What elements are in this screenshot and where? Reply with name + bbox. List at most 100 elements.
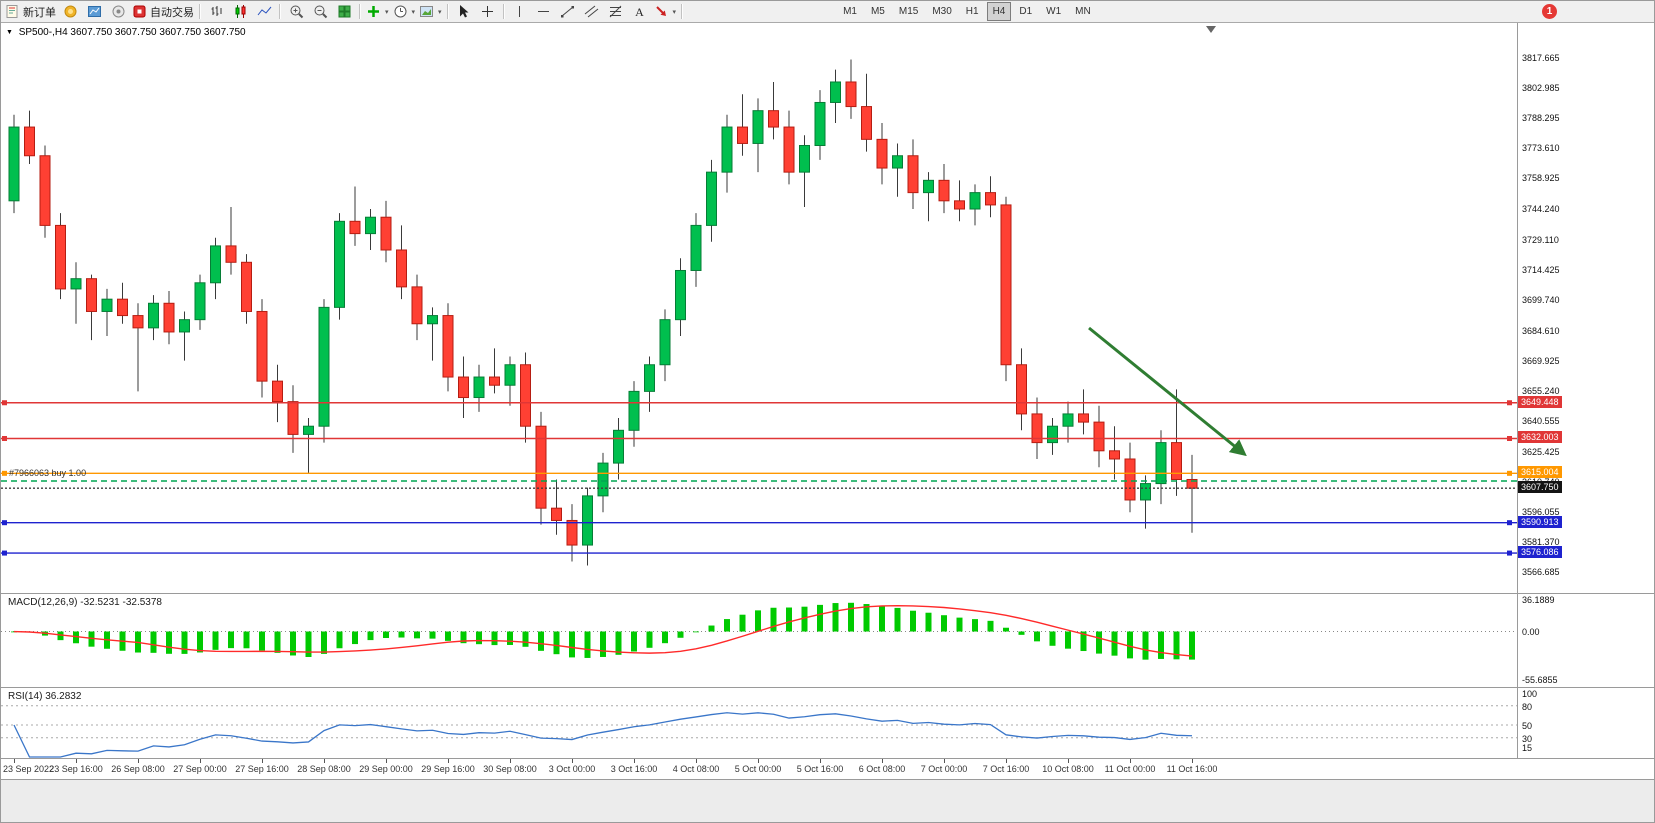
candlestick-icon [235,5,245,18]
date-axis-label[interactable]: 10 Oct 08:00 [1042,764,1094,774]
zoom-out-button[interactable] [308,2,332,22]
date-axis-tick [76,759,77,763]
date-axis-label[interactable]: 28 Sep 08:00 [297,764,351,774]
date-axis-label[interactable]: 23 Sep 16:00 [49,764,103,774]
timeframe-button-M1[interactable]: M1 [843,6,857,17]
panel-separator [1,758,1654,759]
price-axis-label: 3669.925 [1522,355,1560,366]
new-order-button[interactable]: 新订单 [3,2,58,22]
date-axis-label[interactable]: 30 Sep 08:00 [483,764,537,774]
zoom-in-button[interactable] [284,2,308,22]
macd-axis-label: -55.6855 [1522,675,1558,685]
crosshair-icon [482,6,494,17]
text-tool-button[interactable]: A [628,2,652,22]
line-chart-mode-button[interactable] [252,2,276,22]
rsi-canvas[interactable] [1,687,1517,758]
bar-chart-mode-button[interactable] [204,2,228,22]
arrows-tool-button[interactable]: ▾ [652,2,679,22]
price-line-axis-box: 3607.750 [1518,481,1562,494]
date-axis-label[interactable]: 27 Sep 16:00 [235,764,289,774]
favorites-button[interactable] [58,2,82,22]
rsi-axis-label: 100 [1522,689,1538,699]
date-axis-label[interactable]: 5 Oct 16:00 [796,764,844,774]
date-axis-tick [882,759,883,763]
panel-separator[interactable] [1,687,1654,688]
timeframe-button-M15[interactable]: M15 [898,6,919,17]
timeframe-button-W1[interactable]: W1 [1046,6,1062,17]
date-axis-label[interactable]: 3 Oct 16:00 [610,764,658,774]
price-chart-canvas[interactable] [1,23,1517,593]
auto-trading-label: 自动交易 [150,6,194,19]
price-axis-label: 3566.685 [1522,567,1560,578]
equidistant-channel-icon [584,5,599,18]
date-axis-tick [634,759,635,763]
rsi-axis-label: 50 [1522,721,1533,731]
panel-separator[interactable] [1,593,1654,594]
open-position-label[interactable]: #7966063 buy 1.00 [9,468,87,478]
vertical-line-tool-button[interactable] [508,2,532,22]
macd-canvas[interactable] [1,593,1517,687]
date-axis-label[interactable]: 26 Sep 08:00 [111,764,165,774]
new-order-icon [6,5,18,18]
rsi-axis-label: 80 [1522,701,1533,712]
market-watch-icon [87,6,101,17]
chart-shift-marker[interactable] [1206,26,1216,33]
zoom-in-icon [290,5,303,19]
macd-name: MACD(12,26,9) [8,597,78,608]
date-axis-label[interactable]: 29 Sep 16:00 [421,764,475,774]
date-axis-label[interactable]: 11 Oct 16:00 [1166,764,1218,774]
rsi-panel-label: RSI(14) 36.2832 [8,691,81,702]
price-lines[interactable] [1,400,1517,556]
date-axis-label[interactable]: 7 Oct 00:00 [920,764,968,774]
timeframe-button-M5[interactable]: M5 [870,6,885,17]
price-axis-label: 3714.425 [1522,264,1560,275]
price-line-axis-box: 3576.086 [1518,546,1562,559]
date-axis-label[interactable]: 6 Oct 08:00 [858,764,906,774]
date-axis-tick [1006,759,1007,763]
date-axis-tick [1192,759,1193,763]
price-axis-label: 3655.240 [1522,385,1560,396]
date-axis-label[interactable]: 11 Oct 00:00 [1104,764,1156,774]
periods-button[interactable]: ▾ [391,2,418,22]
macd-panel-label: MACD(12,26,9) -32.5231 -32.5378 [8,597,162,608]
notification-badge[interactable]: 1 [1542,4,1557,19]
date-axis-label[interactable]: 7 Oct 16:00 [982,764,1030,774]
price-axis-label: 3699.740 [1522,294,1560,305]
favorites-icon [64,5,76,18]
date-axis-label[interactable]: 23 Sep 2022 [3,764,55,774]
cursor-tool-button[interactable] [452,2,476,22]
timeframe-button-H1[interactable]: H1 [965,6,979,17]
horizontal-line-tool-button[interactable] [532,2,556,22]
horizontal-line-icon [538,11,550,12]
macd-axis-label: 36.1889 [1522,595,1555,605]
date-axis-label[interactable]: 5 Oct 00:00 [734,764,782,774]
channel-tool-button[interactable] [580,2,604,22]
trend-arrow[interactable] [1088,326,1247,457]
timeframe-button-MN[interactable]: MN [1075,6,1091,17]
price-axis-label: 3802.985 [1522,83,1560,94]
candlestick-mode-button[interactable] [228,2,252,22]
timeframe-button-H4[interactable]: H4 [986,2,1012,21]
date-axis-label[interactable]: 4 Oct 08:00 [672,764,720,774]
community-icon [112,5,124,18]
date-axis-label[interactable]: 3 Oct 00:00 [548,764,596,774]
templates-button[interactable]: ▾ [417,2,444,22]
cursor-icon [460,5,469,18]
vertical-line-icon [519,6,521,17]
trendline-tool-button[interactable] [556,2,580,22]
timeframe-button-D1[interactable]: D1 [1019,6,1033,17]
crosshair-tool-button[interactable] [476,2,500,22]
tile-windows-button[interactable] [332,2,356,22]
community-button[interactable] [106,2,130,22]
date-axis-label[interactable]: 29 Sep 00:00 [359,764,413,774]
auto-trading-button[interactable]: 自动交易 [130,2,196,22]
date-axis-tick [572,759,573,763]
quick-trade-toggle-icon[interactable]: ▼ [6,29,13,36]
fibonacci-tool-button[interactable] [604,2,628,22]
indicators-button[interactable]: ▾ [364,2,391,22]
market-watch-button[interactable] [82,2,106,22]
date-axis-label[interactable]: 27 Sep 00:00 [173,764,227,774]
chevron-down-icon: ▾ [438,8,442,16]
timeframe-button-M30[interactable]: M30 [932,6,952,17]
indicators-plus-icon [368,6,379,17]
